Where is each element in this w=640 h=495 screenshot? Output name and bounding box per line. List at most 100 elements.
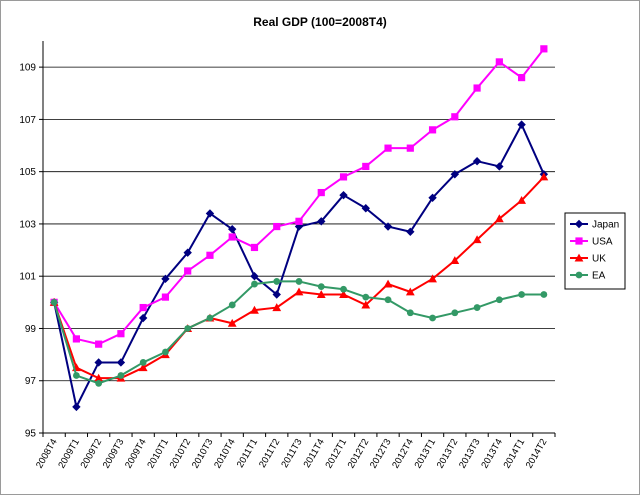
y-tick-label: 105 — [19, 167, 36, 178]
data-point-usa — [317, 188, 325, 197]
legend-swatch-marker — [575, 271, 583, 279]
data-point-japan — [472, 157, 482, 166]
legend-label-usa: USA — [592, 237, 613, 248]
axes: 9597991011031051071092008T42009T12009T22… — [19, 41, 556, 470]
series-line-usa — [53, 48, 545, 346]
data-point-uk — [405, 287, 415, 296]
data-point-uk — [383, 279, 393, 288]
legend-entry-japan: Japan — [570, 220, 619, 231]
data-point-japan — [250, 272, 259, 281]
data-point-uk — [272, 303, 282, 312]
data-point-usa — [384, 144, 392, 152]
series-lines — [49, 45, 549, 412]
data-point-uk — [339, 290, 348, 299]
data-point-ea — [384, 296, 392, 304]
series-ea — [50, 278, 548, 387]
data-point-usa — [518, 73, 526, 82]
data-point-ea — [50, 298, 58, 306]
data-point-ea — [139, 359, 147, 366]
data-point-ea — [518, 291, 526, 298]
data-point-usa — [495, 58, 503, 66]
data-point-usa — [72, 335, 80, 343]
data-point-uk — [494, 214, 504, 223]
data-point-uk — [138, 363, 148, 372]
data-point-ea — [251, 280, 258, 288]
data-point-ea — [206, 314, 214, 322]
data-point-japan — [272, 290, 281, 299]
y-tick-label: 101 — [19, 272, 36, 283]
data-point-usa — [161, 293, 170, 301]
data-point-japan — [495, 162, 504, 171]
data-point-ea — [95, 379, 103, 387]
data-point-usa — [339, 173, 348, 181]
y-tick-label: 107 — [19, 115, 36, 126]
legend-entry-ea: EA — [570, 271, 606, 282]
data-point-japan — [406, 227, 415, 236]
data-point-usa — [295, 217, 303, 225]
data-point-usa — [473, 84, 481, 92]
legend-swatch-marker — [574, 253, 584, 262]
series-line-ea — [53, 280, 544, 385]
data-point-ea — [295, 278, 303, 285]
data-point-ea — [117, 372, 125, 379]
data-point-ea — [317, 283, 325, 291]
data-point-ea — [340, 285, 347, 293]
legend-box — [564, 212, 626, 290]
data-point-japan — [428, 193, 437, 202]
data-point-usa — [95, 340, 103, 348]
y-tick-label: 99 — [25, 324, 37, 335]
data-point-japan — [339, 190, 348, 200]
legend-label-ea: EA — [592, 271, 606, 282]
data-point-uk — [472, 235, 482, 244]
data-point-japan — [138, 313, 148, 323]
data-point-uk — [250, 305, 259, 314]
data-point-ea — [429, 314, 436, 322]
data-point-japan — [72, 402, 81, 412]
data-point-japan — [183, 248, 192, 257]
legend-entry-usa: USA — [570, 237, 613, 248]
data-point-usa — [250, 243, 259, 252]
data-point-japan — [517, 120, 526, 129]
data-point-ea — [406, 309, 414, 317]
data-point-japan — [94, 358, 103, 367]
data-point-usa — [117, 330, 125, 338]
data-point-usa — [139, 303, 147, 312]
data-point-ea — [495, 296, 503, 304]
data-point-japan — [161, 274, 170, 284]
data-point-usa — [206, 251, 214, 259]
data-point-ea — [228, 301, 236, 309]
data-point-ea — [184, 325, 192, 332]
legend-label-japan: Japan — [592, 220, 619, 231]
x-tick-label: 2010T4 — [212, 437, 238, 470]
y-tick-label: 97 — [25, 376, 37, 387]
data-point-uk — [316, 290, 326, 299]
legend-label-uk: UK — [592, 254, 606, 265]
legend-entry-uk: UK — [570, 254, 606, 265]
series-uk — [49, 172, 549, 382]
series-japan — [49, 120, 549, 412]
data-point-uk — [517, 196, 527, 204]
data-point-uk — [428, 274, 437, 283]
y-tick-label: 109 — [19, 63, 36, 74]
data-point-japan — [450, 170, 460, 179]
data-point-ea — [540, 291, 548, 298]
legend: Japan USA UK EA — [564, 212, 626, 290]
data-point-usa — [428, 126, 437, 134]
data-point-japan — [228, 224, 237, 234]
data-point-uk — [450, 256, 460, 265]
data-point-uk — [361, 300, 371, 309]
y-tick-label: 95 — [25, 429, 37, 440]
data-point-usa — [273, 222, 281, 231]
data-point-uk — [294, 287, 304, 296]
data-point-ea — [473, 304, 481, 311]
data-point-usa — [451, 113, 459, 121]
data-point-japan — [205, 209, 215, 218]
data-point-ea — [273, 278, 281, 285]
data-point-ea — [162, 348, 169, 356]
series-line-japan — [53, 123, 545, 408]
data-point-usa — [184, 267, 192, 275]
data-point-japan — [383, 222, 393, 231]
data-point-japan — [361, 204, 370, 213]
